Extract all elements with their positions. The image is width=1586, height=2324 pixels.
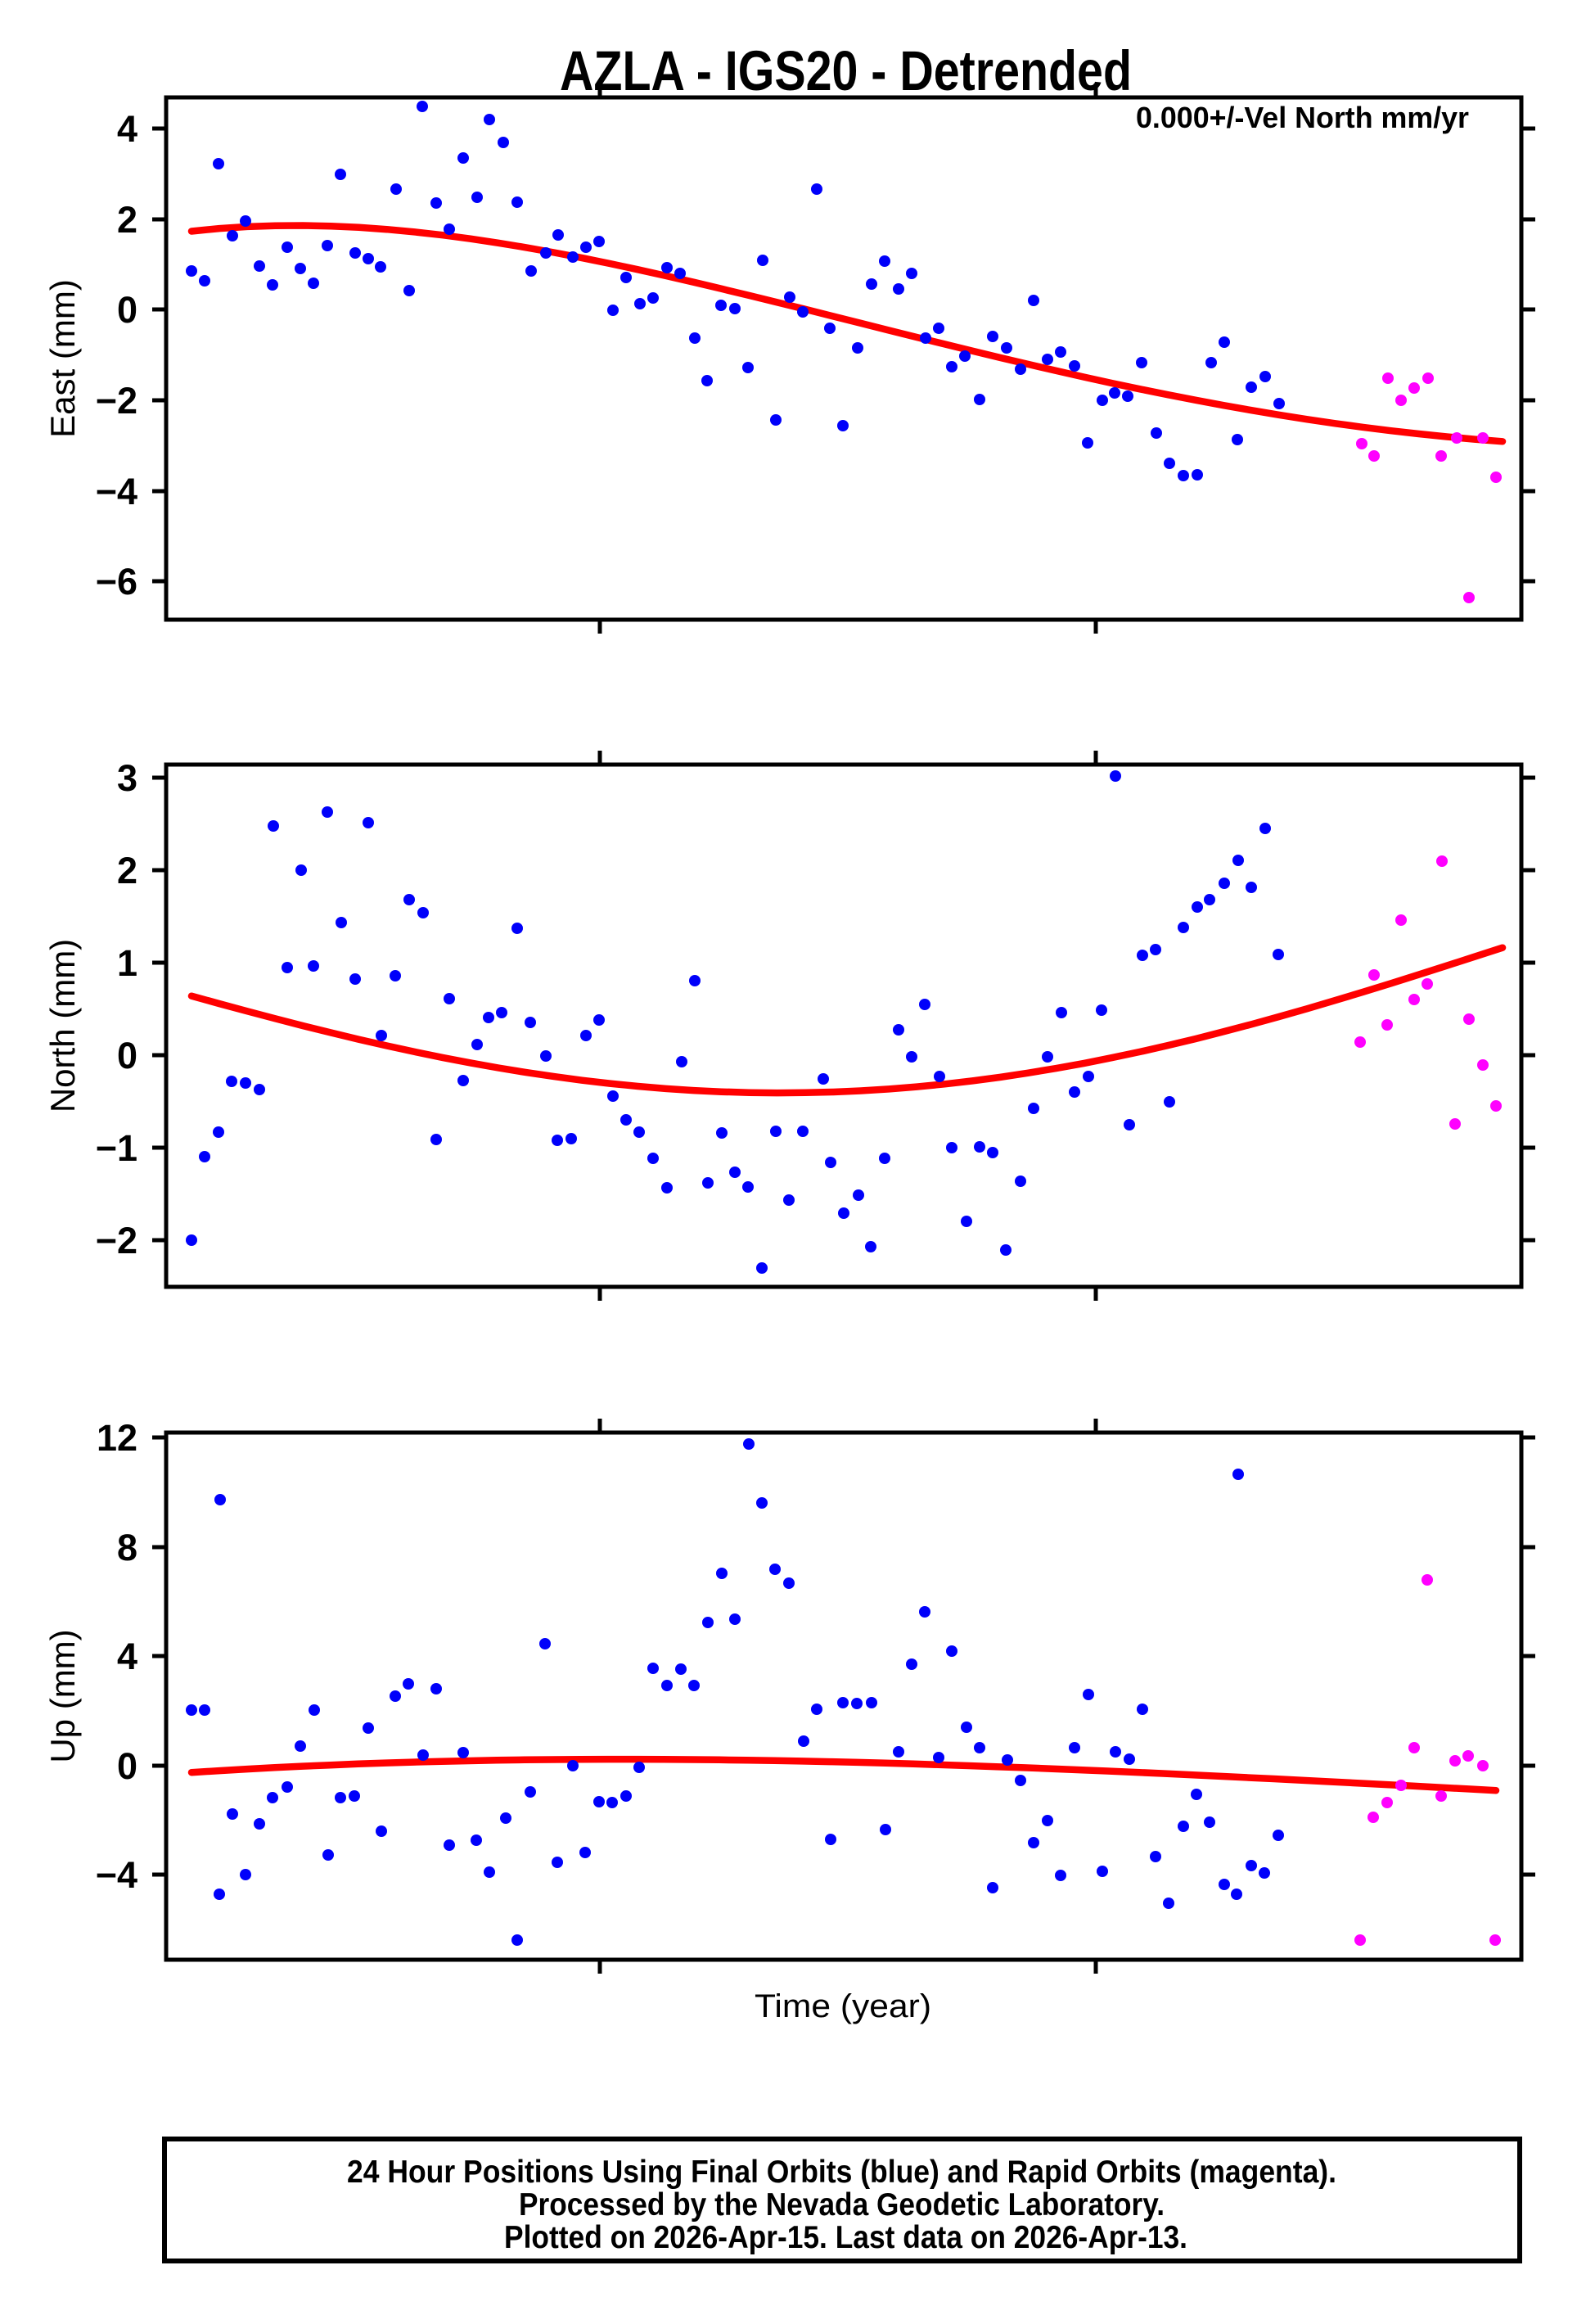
svg-text:East (mm): East (mm) [43,279,82,438]
svg-text:4: 4 [117,1636,137,1677]
svg-text:2: 2 [117,850,137,891]
svg-text:12: 12 [97,1417,137,1459]
svg-text:0: 0 [117,1745,137,1787]
svg-text:Time (year): Time (year) [755,1988,931,2024]
svg-text:−4: −4 [96,471,137,512]
svg-text:AZLA - IGS20 - Detrended: AZLA - IGS20 - Detrended [560,39,1132,102]
svg-text:4: 4 [117,108,137,150]
svg-text:24 Hour Positions Using Final: 24 Hour Positions Using Final Orbits (bl… [347,2155,1336,2190]
svg-text:0: 0 [117,1035,137,1076]
svg-text:Plotted on 2026-Apr-15. Last d: Plotted on 2026-Apr-15. Last data on 202… [504,2220,1187,2255]
svg-text:−2: −2 [96,1220,137,1261]
svg-text:−1: −1 [96,1127,137,1169]
svg-text:2: 2 [117,199,137,241]
svg-text:North (mm): North (mm) [43,939,82,1112]
svg-text:Up (mm): Up (mm) [43,1629,82,1762]
svg-text:−2: −2 [96,380,137,422]
svg-text:8: 8 [117,1527,137,1568]
svg-text:−6: −6 [96,561,137,602]
svg-text:0: 0 [117,289,137,331]
svg-text:1: 1 [117,942,137,984]
svg-text:−4: −4 [96,1854,137,1896]
svg-text:3: 3 [117,757,137,799]
svg-text:Processed by the Nevada Geodet: Processed by the Nevada Geodetic Laborat… [519,2187,1165,2222]
svg-text:0.000+/-Vel North mm/yr: 0.000+/-Vel North mm/yr [1136,101,1469,134]
